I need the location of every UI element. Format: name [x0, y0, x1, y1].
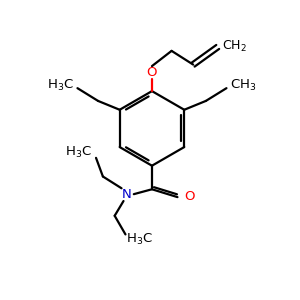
Text: H$_3$C: H$_3$C [126, 232, 153, 247]
Text: H$_3$C: H$_3$C [46, 78, 74, 93]
Text: N: N [122, 188, 131, 201]
Text: CH$_3$: CH$_3$ [230, 78, 257, 93]
Text: CH$_2$: CH$_2$ [222, 38, 247, 53]
Text: O: O [184, 190, 195, 202]
Text: O: O [147, 66, 157, 79]
Text: H$_3$C: H$_3$C [65, 146, 92, 160]
